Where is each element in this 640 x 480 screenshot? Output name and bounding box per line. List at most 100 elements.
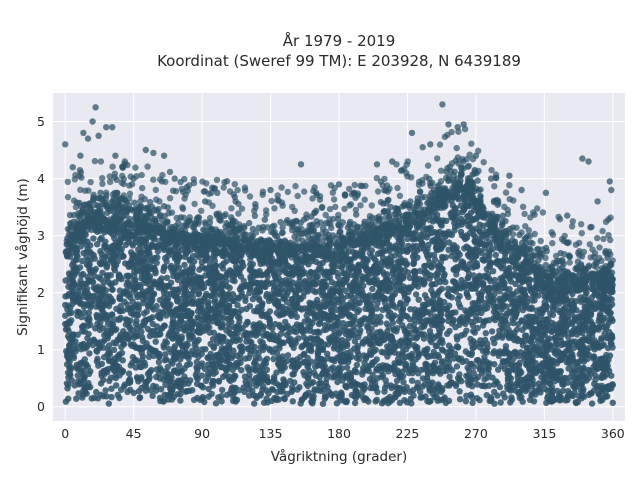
scatter-point [452, 324, 459, 331]
scatter-point [429, 296, 437, 304]
scatter-point [126, 379, 134, 386]
scatter-point [410, 260, 417, 267]
scatter-point [600, 298, 607, 305]
scatter-point [495, 366, 502, 373]
scatter-point [465, 293, 472, 301]
scatter-point [462, 398, 470, 405]
scatter-point [304, 382, 311, 390]
scatter-point [318, 361, 326, 368]
scatter-point [81, 309, 88, 316]
scatter-point [138, 363, 145, 371]
scatter-point [454, 344, 462, 351]
scatter-point [383, 381, 390, 388]
scatter-point [193, 358, 200, 366]
scatter-point [84, 322, 92, 329]
scatter-point [256, 355, 263, 362]
scatter-point [238, 292, 245, 300]
scatter-point [94, 241, 101, 248]
scatter-point [127, 386, 134, 393]
scatter-point [71, 382, 79, 389]
scatter-point [569, 306, 576, 314]
scatter-point [415, 330, 423, 337]
scatter-point [272, 274, 279, 282]
scatter-point [374, 250, 382, 257]
scatter-point [391, 252, 399, 259]
scatter-point [371, 267, 378, 275]
scatter-point [597, 386, 604, 393]
scatter-point [292, 339, 299, 347]
scatter-point [470, 369, 477, 377]
scatter-point [588, 400, 596, 407]
scatter-point [489, 245, 496, 253]
scatter-point [66, 370, 74, 378]
scatter-point [428, 264, 435, 271]
scatter-point [598, 335, 605, 342]
scatter-point [445, 342, 453, 349]
scatter-point [183, 323, 191, 330]
scatter-point [88, 298, 95, 306]
scatter-point [420, 335, 428, 342]
scatter-point [114, 336, 121, 343]
scatter-point [134, 267, 141, 275]
scatter-point [344, 292, 352, 300]
scatter-point [415, 353, 422, 361]
scatter-point [268, 397, 276, 404]
scatter-point [580, 355, 587, 363]
scatter-point [406, 322, 413, 330]
scatter-point [71, 267, 78, 274]
scatter-point [64, 385, 71, 392]
scatter-point [80, 249, 87, 257]
scatter-point [372, 398, 379, 405]
scatter-point [95, 362, 102, 369]
scatter-point [306, 318, 314, 326]
scatter-point [143, 271, 150, 278]
scatter-point [341, 270, 348, 277]
scatter-point [108, 311, 116, 319]
scatter-point [157, 386, 165, 393]
scatter-point [521, 351, 528, 359]
scatter-point [396, 399, 404, 406]
scatter-point [298, 344, 305, 351]
scatter-point [359, 292, 367, 299]
scatter-point [234, 301, 241, 309]
scatter-point [73, 361, 81, 369]
scatter-point [482, 330, 489, 337]
scatter-point [135, 246, 142, 253]
scatter-point [468, 340, 475, 347]
scatter-point [354, 342, 362, 350]
scatter-point [467, 318, 475, 325]
scatter-point [394, 325, 401, 332]
scatter-point [458, 276, 465, 284]
scatter-point [456, 388, 463, 395]
scatter-point [464, 364, 471, 371]
scatter-point [525, 321, 532, 329]
scatter-point [305, 281, 312, 288]
scatter-point [167, 328, 174, 335]
scatter-point [167, 279, 175, 286]
scatter-point [219, 265, 227, 272]
scatter-point [414, 283, 422, 290]
scatter-point [454, 295, 462, 303]
scatter-point [427, 224, 434, 231]
scatter-point [417, 245, 424, 252]
scatter-point [294, 363, 301, 370]
scatter-point [114, 247, 121, 254]
scatter-point [407, 306, 414, 313]
scatter-point [605, 319, 612, 326]
scatter-point [547, 386, 554, 394]
scatter-point [408, 377, 416, 384]
scatter-point [578, 380, 585, 387]
scatter-point [228, 354, 235, 362]
scatter-point [224, 272, 232, 279]
scatter-point [331, 357, 338, 365]
scatter-point [462, 348, 469, 355]
scatter-point [113, 362, 120, 369]
scatter-point [99, 286, 106, 293]
scatter-point [230, 297, 237, 304]
scatter-point [142, 378, 149, 386]
scatter-point [469, 399, 476, 407]
scatter-point [236, 336, 243, 344]
scatter-point [423, 234, 430, 241]
scatter-point [149, 314, 156, 321]
scatter-point [564, 379, 571, 386]
